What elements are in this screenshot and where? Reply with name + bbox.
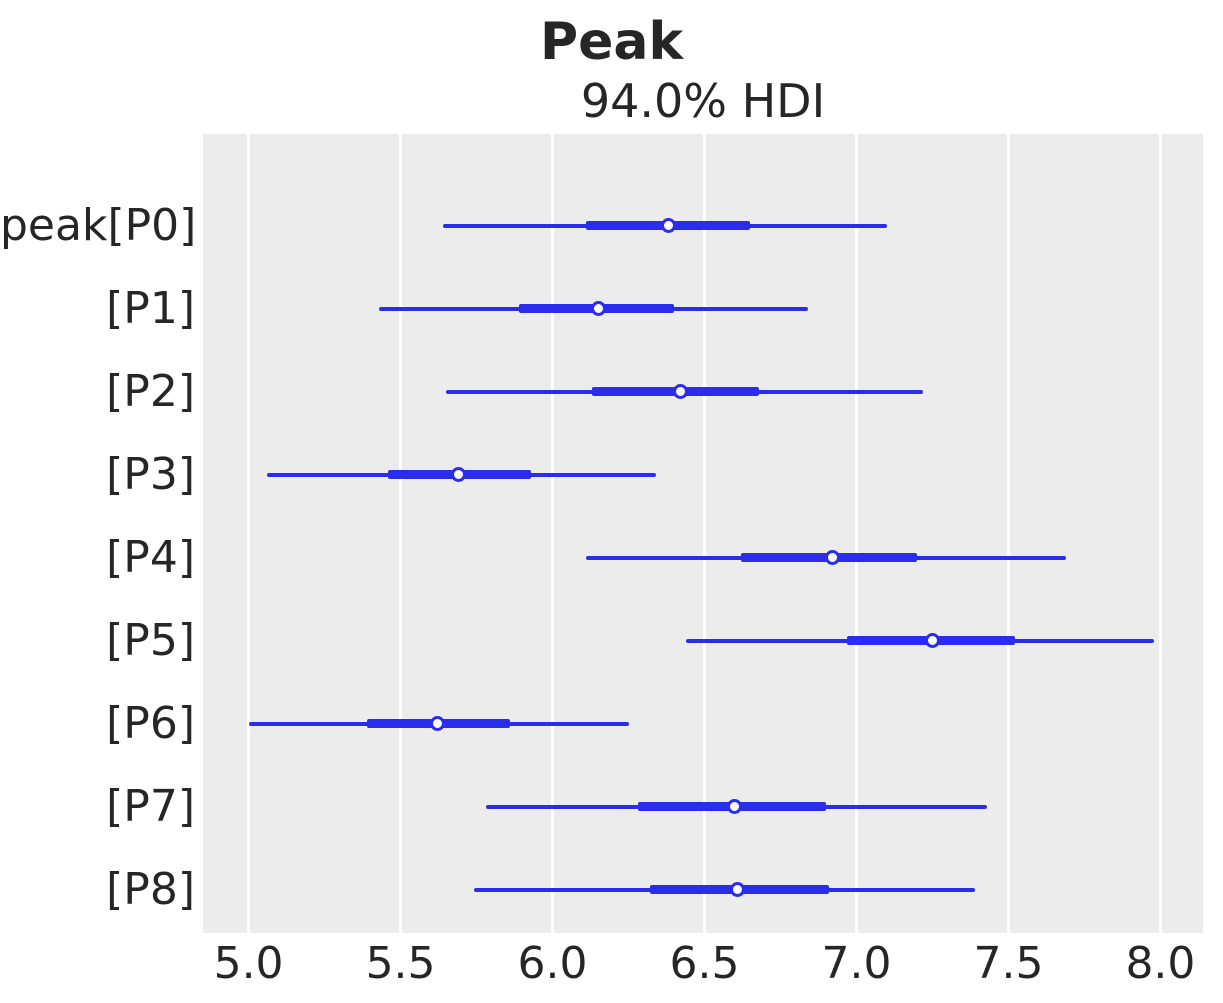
median-marker	[824, 550, 840, 566]
gridline-6.0	[551, 134, 555, 933]
gridline-5.5	[399, 134, 403, 933]
gridline-6.5	[703, 134, 707, 933]
median-marker	[429, 716, 445, 732]
x-tick-label: 6.0	[517, 938, 588, 989]
gridline-8.0	[1158, 134, 1162, 933]
y-axis-label: [P3]	[106, 448, 195, 500]
y-axis-label: [P4]	[106, 531, 195, 583]
median-marker	[730, 882, 746, 898]
median-marker	[727, 799, 743, 815]
gridline-5.0	[247, 134, 251, 933]
x-tick-label: 8.0	[1125, 938, 1196, 989]
y-axis-label: [P5]	[106, 614, 195, 666]
gridline-7.0	[854, 134, 858, 933]
median-marker	[924, 633, 940, 649]
median-marker	[590, 301, 606, 317]
y-axis-label: [P2]	[106, 365, 195, 417]
y-axis-label: [P6]	[106, 697, 195, 749]
y-axis-label: peak[P0]	[0, 199, 197, 251]
y-axis-label: [P1]	[106, 282, 195, 334]
x-tick-label: 7.5	[973, 938, 1044, 989]
x-tick-label: 5.0	[213, 938, 284, 989]
y-axis-label: [P7]	[106, 780, 195, 832]
chart-subtitle: 94.0% HDI	[580, 74, 826, 128]
plot-area	[203, 134, 1203, 933]
median-marker	[672, 384, 688, 400]
x-tick-label: 7.0	[821, 938, 892, 989]
median-marker	[660, 218, 676, 234]
gridline-7.5	[1006, 134, 1010, 933]
chart-title: Peak	[539, 12, 684, 72]
x-tick-label: 6.5	[669, 938, 740, 989]
median-marker	[450, 467, 466, 483]
y-axis-label: [P8]	[106, 863, 195, 915]
x-tick-label: 5.5	[365, 938, 436, 989]
